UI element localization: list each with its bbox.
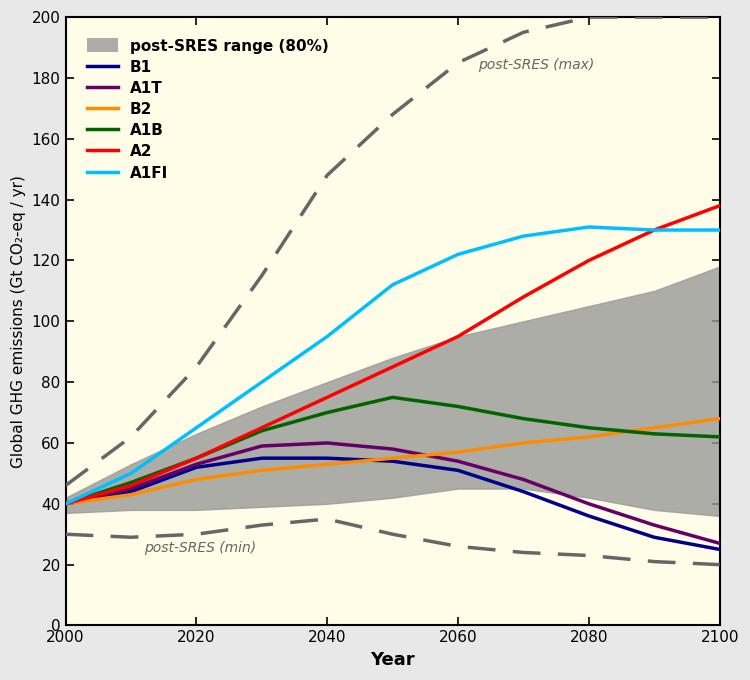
- Y-axis label: Global GHG emissions (Gt CO₂-eq / yr): Global GHG emissions (Gt CO₂-eq / yr): [11, 175, 26, 468]
- Text: post-SRES (min): post-SRES (min): [144, 541, 256, 556]
- Text: post-SRES (max): post-SRES (max): [478, 58, 594, 72]
- Legend: post-SRES range (80%), B1, A1T, B2, A1B, A2, A1FI: post-SRES range (80%), B1, A1T, B2, A1B,…: [80, 31, 337, 188]
- X-axis label: Year: Year: [370, 651, 415, 669]
